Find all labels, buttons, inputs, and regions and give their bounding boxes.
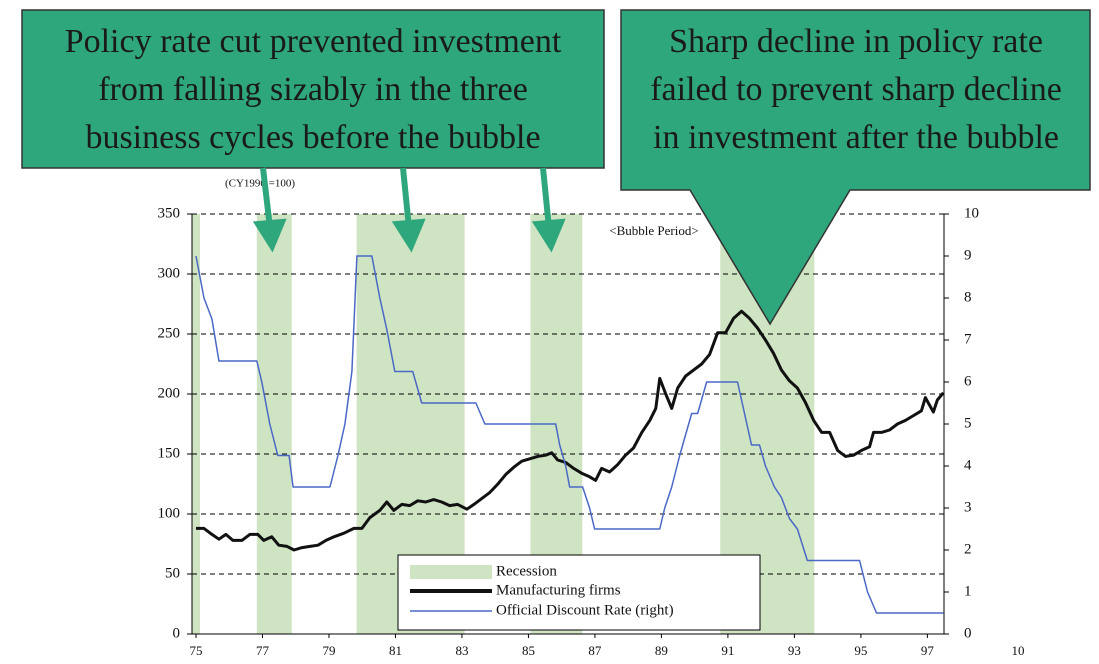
legend: Recession Manufacturing firms Official D… <box>397 554 761 631</box>
y2-tick-label: 2 <box>964 541 972 557</box>
arrow-head <box>531 218 566 253</box>
legend-label: Official Discount Rate (right) <box>496 602 674 618</box>
x-tick-label: 85 <box>522 643 535 658</box>
y2-tick-label: 8 <box>964 289 972 305</box>
arrow <box>540 167 552 229</box>
y-tick-label: 150 <box>158 445 181 461</box>
bubble-label: <Bubble Period> <box>609 223 698 238</box>
x-tick-label: 93 <box>788 643 801 658</box>
x-tick-label: 87 <box>588 643 602 658</box>
x-tick-label: 95 <box>854 643 867 658</box>
callout-box <box>620 9 1091 326</box>
callout-line: failed to prevent sharp decline <box>650 71 1062 108</box>
right-callout: Sharp decline in policy rate failed to pr… <box>620 9 1091 326</box>
x-tick-label: 81 <box>389 643 402 658</box>
y-tick-label: 200 <box>158 385 181 401</box>
arrows <box>252 167 566 253</box>
stray-label: 10 <box>1012 643 1025 658</box>
y-tick-label: 0 <box>173 625 181 641</box>
left-callout: Policy rate cut prevented investment from… <box>21 9 605 253</box>
y2-tick-label: 7 <box>964 331 972 347</box>
y2-tick-label: 5 <box>964 415 972 431</box>
y2-tick-label: 10 <box>964 205 979 221</box>
y2-tick-label: 1 <box>964 583 972 599</box>
callout-line: Sharp decline in policy rate <box>669 23 1043 60</box>
callout-text: Policy rate cut prevented investment from… <box>65 23 562 156</box>
y2-tick-label: 4 <box>964 457 972 473</box>
callout-line: in investment after the bubble <box>653 119 1059 156</box>
y-tick-label: 50 <box>165 565 180 581</box>
callout-box <box>21 9 605 169</box>
arrow <box>400 167 412 229</box>
callout-line: from falling sizably in the three <box>98 71 528 108</box>
y2-tick-label: 9 <box>964 247 972 263</box>
legend-swatch <box>410 565 492 579</box>
legend-label: Manufacturing firms <box>496 582 621 598</box>
lines <box>195 255 945 614</box>
y-tick-label: 300 <box>158 265 181 281</box>
callout-text: Sharp decline in policy rate failed to pr… <box>650 23 1062 156</box>
arrow-head <box>252 218 287 253</box>
y-tick-label: 100 <box>158 505 181 521</box>
left-axis-label: (CY1990 =100) <box>225 178 295 190</box>
legend-label: Recession <box>496 563 557 579</box>
y-tick-label: 350 <box>158 205 181 221</box>
x-tick-label: 89 <box>655 643 668 658</box>
series-line <box>195 309 945 552</box>
x-tick-label: 83 <box>455 643 468 658</box>
callout-line: business cycles before the bubble <box>85 119 540 156</box>
arrow-head <box>391 218 426 253</box>
recession-band <box>192 214 200 634</box>
y2-tick-label: 3 <box>964 499 972 515</box>
callout-line: Policy rate cut prevented investment <box>65 23 562 60</box>
y2-tick-label: 0 <box>964 625 972 641</box>
series-line <box>195 255 944 614</box>
x-tick-label: 97 <box>921 643 935 658</box>
x-tick-label: 75 <box>189 643 202 658</box>
x-tick-label: 77 <box>256 643 270 658</box>
x-tick-label: 79 <box>322 643 335 658</box>
arrow <box>260 167 273 229</box>
recession-band <box>256 214 292 634</box>
y-tick-label: 250 <box>158 325 181 341</box>
x-tick-label: 91 <box>721 643 734 658</box>
y2-tick-label: 6 <box>964 373 972 389</box>
